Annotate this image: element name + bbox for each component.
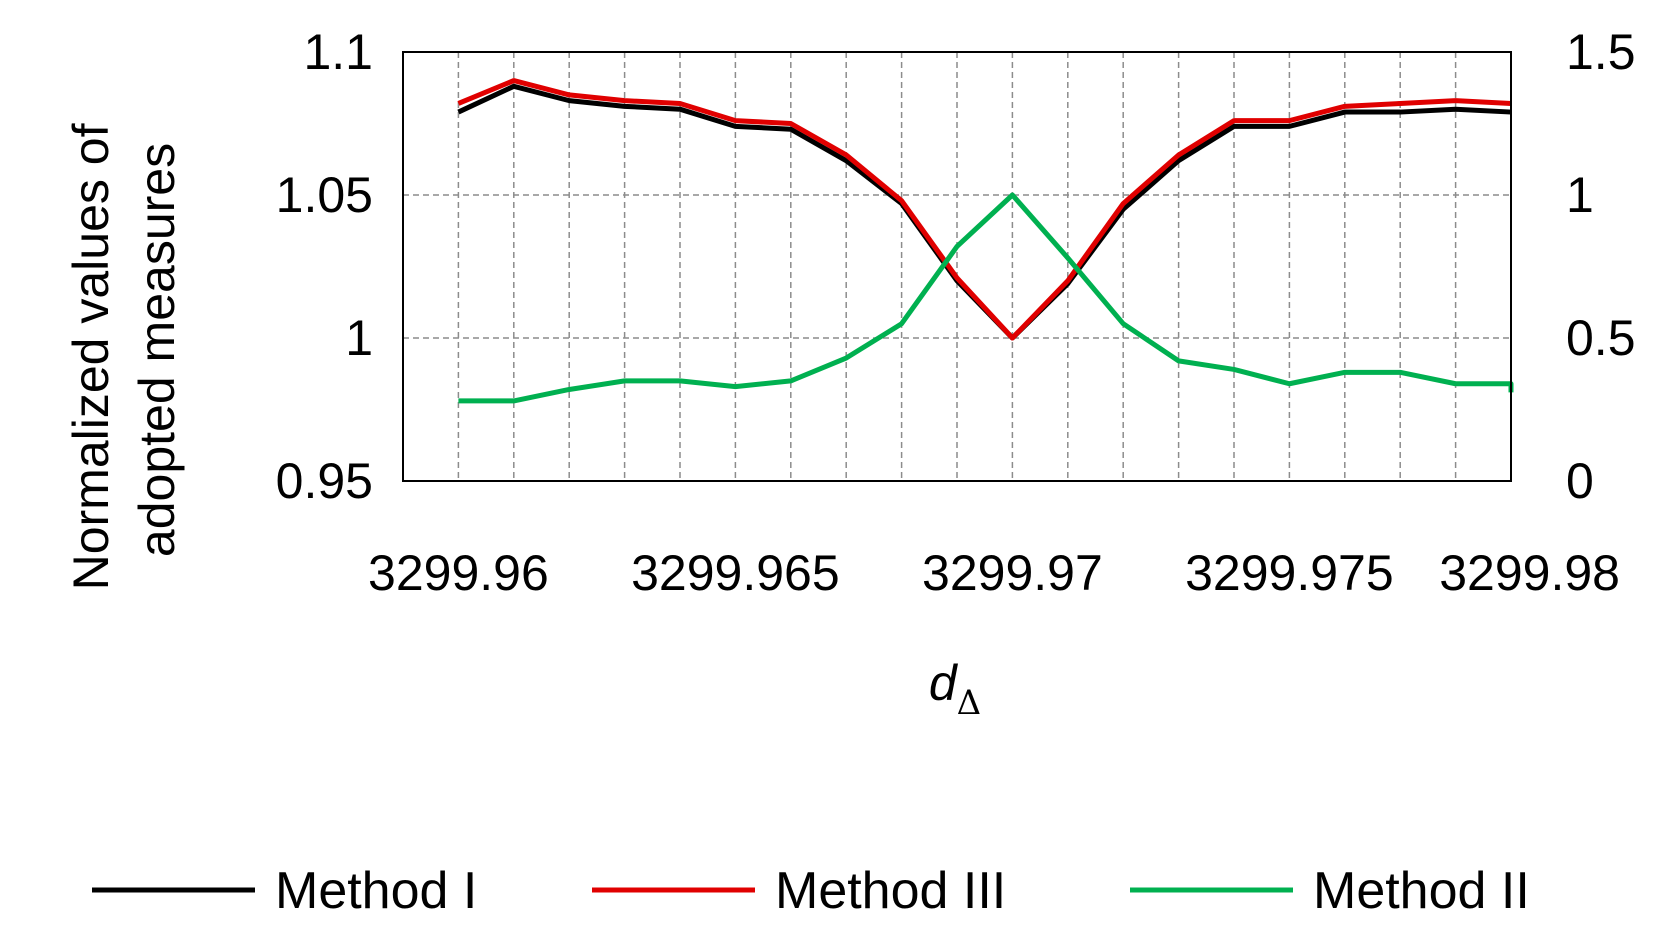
legend-label-method-ii: Method II bbox=[1313, 862, 1530, 920]
right-axis-tick-label: 1 bbox=[1566, 167, 1594, 223]
x-axis-title: dΔ bbox=[929, 655, 981, 723]
left-axis-tick-label: 1.1 bbox=[303, 24, 373, 80]
left-axis-tick-label: 0.95 bbox=[276, 453, 373, 509]
grid bbox=[403, 52, 1511, 481]
legend-label-method-i: Method I bbox=[275, 862, 477, 920]
x-axis-tick-label: 3299.96 bbox=[368, 545, 549, 601]
y-axis-title-line-1: Normalized values of bbox=[63, 123, 119, 590]
x-axis-title-subscript: Δ bbox=[957, 683, 982, 723]
x-axis-tick-label: 3299.97 bbox=[922, 545, 1103, 601]
right-axis-tick-label: 0 bbox=[1566, 453, 1594, 509]
x-axis-tick-label: 3299.98 bbox=[1439, 545, 1620, 601]
y-axis-title: Normalized values of adopted measures bbox=[63, 110, 185, 591]
series-line-method-ii bbox=[458, 192, 1514, 404]
y-axis-title-line-2: adopted measures bbox=[129, 143, 185, 557]
series-lines bbox=[457, 78, 1514, 404]
right-axis-tick-label: 1.5 bbox=[1566, 24, 1636, 80]
plot-area-frame bbox=[402, 51, 1512, 482]
legend: Method I Method III Method II bbox=[92, 862, 1530, 920]
series-line-method-iii bbox=[457, 78, 1512, 341]
legend-item-method-i: Method I bbox=[92, 862, 477, 920]
x-axis-tick-label: 3299.975 bbox=[1185, 545, 1394, 601]
left-axis-tick-label: 1.05 bbox=[276, 167, 373, 223]
left-axis-tick-label: 1 bbox=[345, 310, 373, 366]
left-axis-tick-labels: 0.95 1 1.05 1.1 bbox=[276, 24, 373, 509]
legend-item-method-ii: Method II bbox=[1130, 862, 1530, 920]
legend-label-method-iii: Method III bbox=[775, 862, 1006, 920]
x-axis-tick-label: 3299.965 bbox=[631, 545, 840, 601]
x-axis-title-main: d bbox=[929, 655, 959, 711]
legend-item-method-iii: Method III bbox=[592, 862, 1006, 920]
x-axis-tick-labels: 3299.96 3299.965 3299.97 3299.975 3299.98 bbox=[368, 545, 1620, 601]
right-axis-tick-label: 0.5 bbox=[1566, 310, 1636, 366]
right-axis-tick-labels: 0 0.5 1 1.5 bbox=[1566, 24, 1636, 509]
